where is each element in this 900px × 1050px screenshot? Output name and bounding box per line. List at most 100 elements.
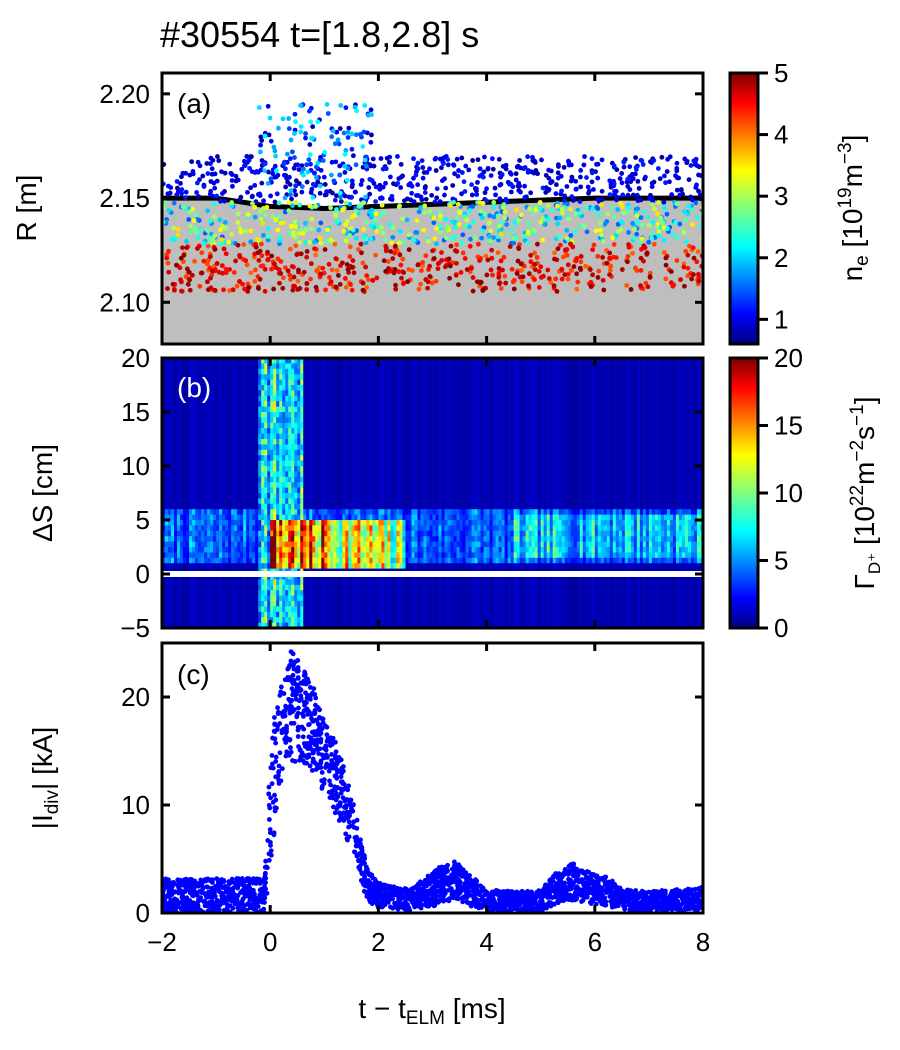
ne-point	[350, 265, 355, 270]
flux-cell	[330, 541, 334, 548]
flux-cell	[306, 363, 310, 370]
flux-cell	[309, 579, 313, 586]
ne-point	[693, 200, 699, 206]
flux-cell	[291, 498, 295, 505]
ne-point	[386, 222, 392, 228]
flux-cell	[243, 530, 247, 537]
flux-cell	[345, 498, 349, 505]
flux-cell	[342, 536, 346, 543]
flux-cell	[351, 509, 355, 516]
flux-cell	[354, 476, 358, 483]
flux-cell	[186, 579, 190, 586]
flux-cell	[183, 579, 187, 586]
flux-cell	[162, 395, 166, 402]
flux-cell	[207, 525, 211, 532]
ne-point	[639, 246, 644, 252]
ne-point	[268, 138, 274, 144]
ne-point	[243, 228, 248, 234]
ne-point	[416, 286, 422, 292]
flux-cell	[165, 444, 169, 451]
flux-cell	[339, 401, 343, 408]
flux-cell	[294, 422, 298, 429]
flux-cell	[285, 595, 289, 602]
flux-cell	[315, 439, 319, 445]
flux-cell	[255, 374, 259, 381]
ne-point	[610, 235, 615, 241]
ne-point	[496, 270, 502, 276]
ne-point	[588, 284, 594, 289]
flux-cell	[213, 358, 217, 364]
ne-point	[682, 217, 688, 223]
ne-point	[209, 268, 215, 274]
flux-cell	[300, 552, 304, 559]
flux-cell	[312, 536, 316, 543]
ne-point	[188, 223, 194, 229]
flux-cell	[207, 579, 211, 586]
flux-cell	[285, 439, 289, 445]
flux-cell	[186, 547, 190, 553]
flux-cell	[303, 412, 307, 418]
ne-point	[478, 279, 484, 285]
ne-point	[205, 208, 211, 214]
ne-point	[553, 276, 559, 282]
flux-cell	[225, 363, 229, 370]
flux-cell	[252, 601, 256, 607]
flux-cell	[180, 368, 184, 375]
flux-cell	[195, 374, 199, 381]
ne-point	[398, 162, 404, 167]
flux-cell	[180, 498, 184, 505]
flux-cell	[216, 601, 220, 607]
flux-cell	[219, 541, 223, 548]
flux-cell	[291, 460, 295, 467]
ne-point	[370, 156, 376, 162]
flux-cell	[204, 487, 208, 494]
flux-cell	[171, 503, 175, 510]
ne-point	[546, 175, 552, 181]
flux-cell	[342, 579, 346, 586]
ne-point	[277, 235, 283, 241]
flux-cell	[180, 563, 184, 570]
ne-point	[304, 179, 310, 185]
ne-point	[343, 147, 349, 153]
flux-cell	[288, 552, 292, 559]
flux-cell	[174, 406, 178, 413]
ne-point	[303, 135, 308, 141]
flux-cell	[228, 374, 232, 381]
flux-cell	[192, 493, 196, 499]
ne-point	[180, 204, 186, 210]
flux-cell	[189, 536, 193, 543]
panel-a-y-ticks: 2.102.152.20	[99, 79, 703, 317]
flux-cell	[165, 406, 169, 413]
ne-point	[536, 269, 542, 274]
ne-point	[259, 180, 265, 186]
flux-cell	[204, 401, 208, 408]
flux-cell	[354, 374, 358, 381]
flux-cell	[276, 487, 280, 494]
flux-cell	[324, 611, 328, 618]
flux-cell	[246, 557, 250, 564]
flux-cell	[258, 579, 262, 586]
flux-cell	[279, 428, 283, 435]
flux-cell	[333, 595, 337, 602]
flux-cell	[300, 536, 304, 543]
ne-point	[508, 171, 514, 177]
flux-cell	[351, 541, 355, 548]
flux-cell	[204, 476, 208, 483]
ne-point	[241, 242, 247, 247]
flux-cell	[348, 525, 352, 532]
ne-point	[229, 200, 235, 205]
flux-cell	[348, 466, 352, 472]
ne-point	[551, 283, 557, 289]
flux-cell	[273, 401, 277, 408]
ne-point	[325, 227, 331, 233]
flux-cell	[342, 363, 346, 370]
flux-cell	[234, 466, 238, 472]
flux-cell	[186, 428, 190, 435]
flux-cell	[264, 498, 268, 505]
flux-cell	[183, 584, 187, 591]
flux-cell	[222, 520, 226, 526]
flux-cell	[345, 449, 349, 456]
y-tick-label: 2.20	[99, 79, 150, 109]
flux-cell	[303, 487, 307, 494]
ne-point	[522, 195, 528, 200]
